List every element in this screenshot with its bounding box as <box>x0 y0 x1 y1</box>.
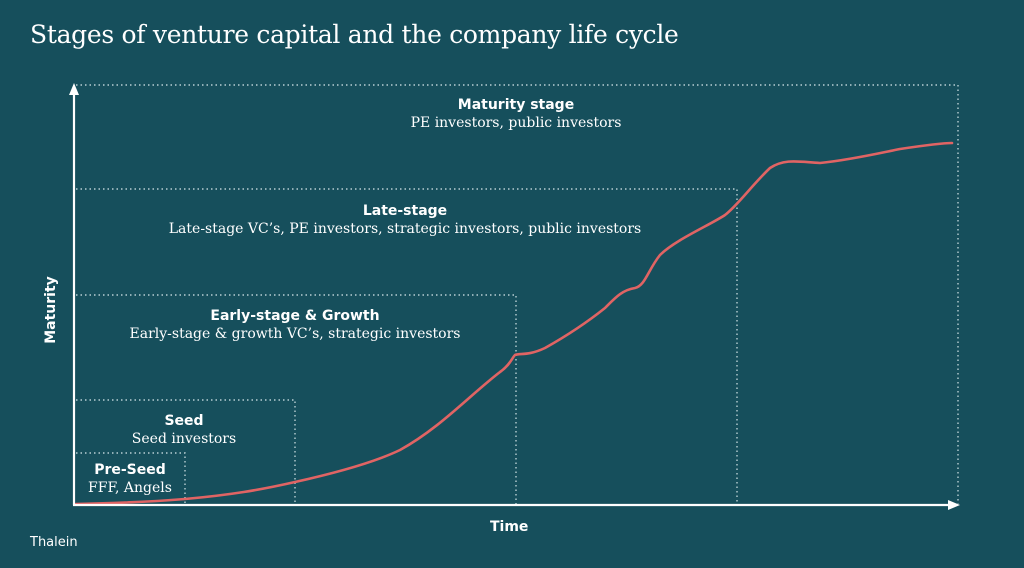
box-maturity <box>76 84 959 504</box>
stage-early-growth: Early-stage & Growth Early-stage & growt… <box>130 308 461 342</box>
brand-logo: Thalein <box>30 535 78 550</box>
x-axis-label: Time <box>490 519 529 535</box>
stage-name: Early-stage & Growth <box>210 308 380 324</box>
stage-investors: FFF, Angels <box>88 480 172 496</box>
y-axis-label: Maturity <box>43 276 59 344</box>
stage-name: Pre-Seed <box>94 462 166 478</box>
stage-pre-seed: Pre-Seed FFF, Angels <box>88 462 172 496</box>
stage-maturity: Maturity stage PE investors, public inve… <box>411 97 622 131</box>
stage-investors: Seed investors <box>131 431 237 447</box>
stage-investors: Early-stage & growth VC’s, strategic inv… <box>129 326 461 342</box>
x-axis-arrow <box>948 500 960 510</box>
maturity-curve <box>74 141 954 506</box>
stage-name: Maturity stage <box>457 97 575 113</box>
stage-seed: Seed Seed investors <box>132 413 236 447</box>
stage-investors: Late-stage VC’s, PE investors, strategic… <box>168 221 642 237</box>
y-axis-arrow <box>69 83 79 95</box>
box-pre-seed <box>76 452 186 504</box>
stage-investors: PE investors, public investors <box>410 115 622 131</box>
stage-name: Seed <box>164 413 204 429</box>
stage-late: Late-stage Late-stage VC’s, PE investors… <box>169 203 641 237</box>
stage-name: Late-stage <box>362 203 448 219</box>
box-seed <box>76 399 296 504</box>
page-title: Stages of venture capital and the compan… <box>30 20 679 49</box>
